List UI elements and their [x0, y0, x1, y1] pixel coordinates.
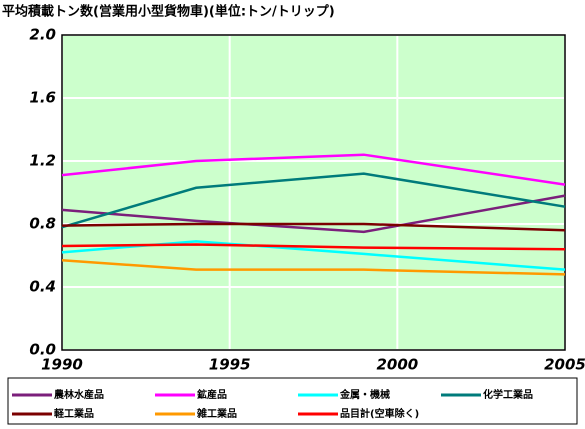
- legend-box: [7, 377, 578, 425]
- legend-label: 農林水産品: [54, 388, 104, 401]
- y-tick-label: 1.2: [29, 152, 56, 170]
- x-tick-label: 1995: [209, 356, 251, 374]
- legend-label: 鉱産品: [197, 388, 227, 401]
- line: [61, 258, 566, 276]
- plot-border: [61, 34, 566, 351]
- y-tick-label: 0.4: [29, 278, 56, 296]
- y-tick-label: 1.6: [29, 89, 56, 107]
- x-tick-label: 2000: [376, 356, 418, 374]
- line: [61, 153, 566, 186]
- line: [61, 243, 566, 251]
- legend-label: 軽工業品: [54, 407, 94, 420]
- y-tick-label: 0.8: [29, 215, 56, 233]
- line: [61, 240, 566, 271]
- x-tick-label: 1990: [41, 356, 83, 374]
- legend-label: 化学工業品: [483, 388, 533, 401]
- y-tick-label: 2.0: [29, 26, 56, 44]
- legend-label: 品目計(空車除く): [340, 407, 419, 420]
- line: [61, 222, 566, 232]
- y-tick-label: 0.0: [29, 341, 56, 359]
- legend-label: 雑工業品: [196, 407, 237, 420]
- plot-area: [62, 35, 565, 350]
- x-tick-label: 2005: [544, 356, 585, 374]
- chart-title: 平均積載トン数(営業用小型貨物車)(単位:トン/トリップ): [2, 4, 335, 20]
- line: [61, 172, 566, 229]
- legend-label: 金属・機械: [339, 388, 390, 401]
- line: [61, 194, 566, 234]
